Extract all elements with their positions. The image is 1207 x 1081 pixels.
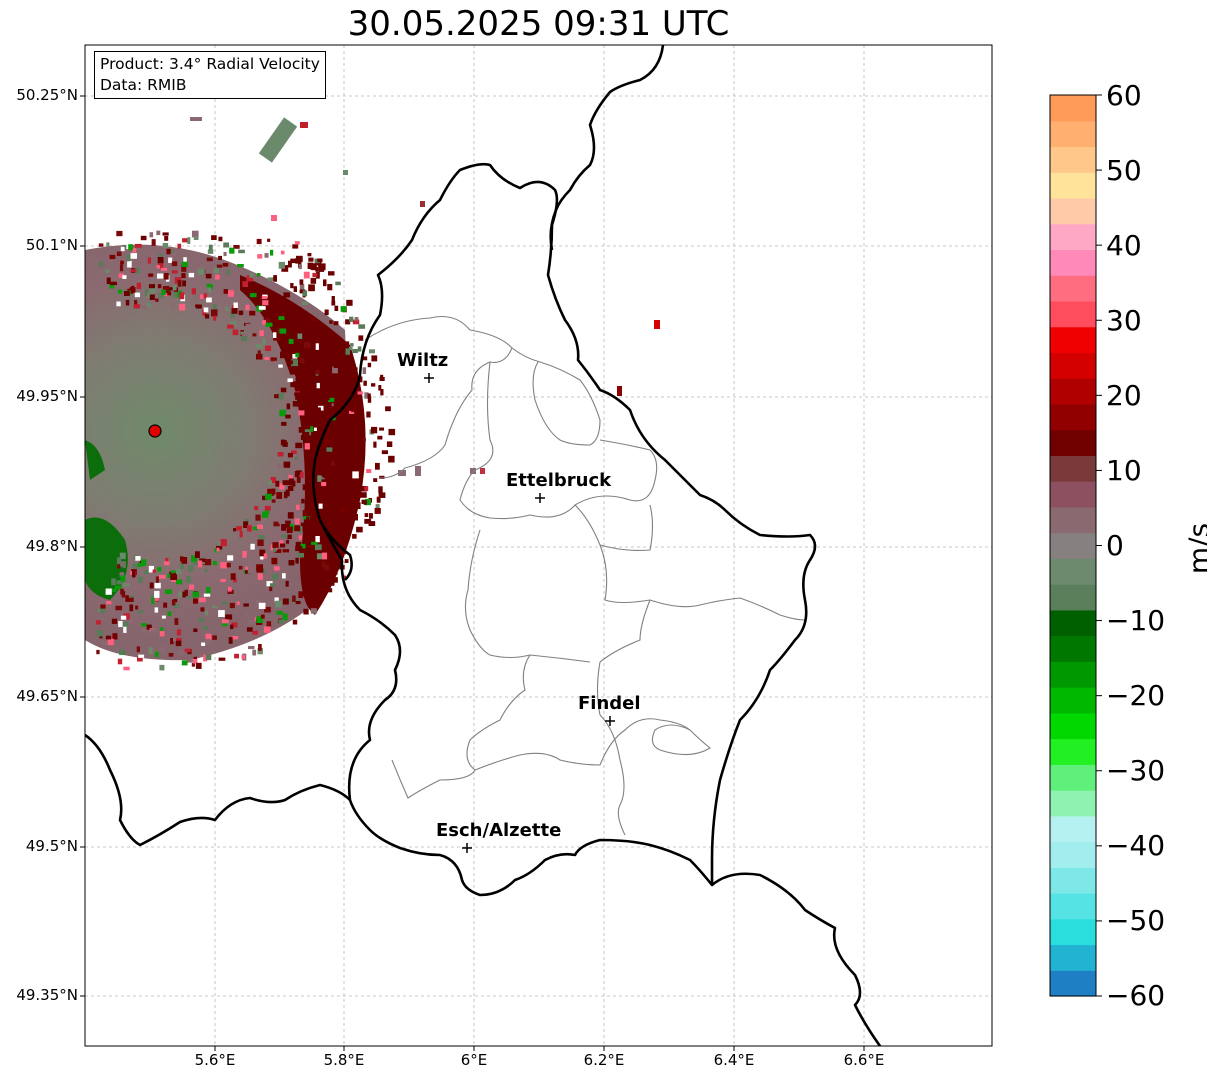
lat-tick-marks — [80, 95, 85, 997]
colorbar-segment — [1050, 172, 1096, 199]
colorbar-segment — [1050, 95, 1096, 122]
colorbar-segment — [1050, 197, 1096, 225]
lon-tick-label: 6.2°E — [583, 1051, 625, 1069]
lat-tick-label: 49.95°N — [16, 387, 78, 405]
colorbar-tick-label: −50 — [1106, 904, 1166, 937]
chart-title: 30.05.2025 09:31 UTC — [347, 4, 730, 44]
colorbar-segment — [1050, 506, 1096, 534]
colorbar-tick-marks — [1096, 94, 1102, 997]
colorbar-segment — [1050, 893, 1096, 920]
city-label-findel: Findel — [578, 693, 641, 714]
colorbar-tick-label: 20 — [1106, 379, 1142, 412]
country-borders — [85, 45, 882, 1046]
lon-tick-marks — [214, 1046, 865, 1051]
map-frame — [84, 44, 993, 1047]
echo-speckles — [95, 230, 396, 671]
lat-tick-label: 50.1°N — [25, 236, 78, 254]
lon-tick-label: 6°E — [460, 1051, 488, 1069]
colorbar-segment — [1050, 790, 1096, 817]
colorbar-segment — [1050, 120, 1096, 148]
lon-tick-label: 5.8°E — [323, 1051, 365, 1069]
colorbar-segment — [1050, 532, 1096, 559]
lon-tick-label: 6.6°E — [843, 1051, 885, 1069]
lat-tick-label: 49.35°N — [16, 986, 78, 1004]
colorbar-tick-label: 40 — [1106, 229, 1142, 262]
lon-tick-label: 5.6°E — [194, 1051, 236, 1069]
colorbar-segment — [1050, 918, 1096, 946]
colorbar-segment — [1050, 867, 1096, 894]
colorbar-segment — [1050, 403, 1096, 431]
colorbar-segment — [1050, 326, 1096, 354]
outbound-velocity-band — [240, 275, 366, 615]
colorbar-tick-label: −40 — [1106, 829, 1166, 862]
colorbar-tick-label: −60 — [1106, 979, 1166, 1012]
colorbar-segment — [1050, 944, 1096, 971]
colorbar-segment — [1050, 738, 1096, 765]
colorbar-segment — [1050, 378, 1096, 405]
colorbar-segment — [1050, 584, 1096, 611]
colorbar-unit-label: m/s — [1182, 522, 1207, 575]
city-label-ettelbruck: Ettelbruck — [506, 470, 612, 491]
colorbar-segment — [1050, 841, 1096, 868]
city-label-esch-alzette: Esch/Alzette — [436, 820, 562, 841]
colorbar-segment — [1050, 712, 1096, 740]
data-source-label: Data: RMIB — [100, 76, 187, 94]
lat-tick-label: 50.25°N — [16, 86, 78, 104]
colorbar-segment — [1050, 481, 1096, 508]
colorbar-segment — [1050, 970, 1096, 997]
radar-site-marker — [148, 424, 162, 438]
colorbar-segment — [1050, 558, 1096, 585]
colorbar-segment — [1050, 635, 1096, 662]
colorbar-segment — [1050, 223, 1096, 251]
lat-tick-label: 49.5°N — [25, 837, 78, 855]
lat-tick-label: 49.65°N — [16, 687, 78, 705]
city-markers — [424, 373, 615, 853]
colorbar-tick-label: 10 — [1106, 454, 1142, 487]
lat-tick-label: 49.8°N — [25, 537, 78, 555]
colorbar-segment — [1050, 687, 1096, 714]
colorbar-tick-label: 60 — [1106, 79, 1142, 112]
belgium-france-border — [85, 733, 351, 847]
lon-tick-label: 6.4°E — [713, 1051, 755, 1069]
city-label-wiltz: Wiltz — [397, 350, 449, 371]
colorbar-segment — [1050, 275, 1096, 302]
colorbar-segment — [1050, 764, 1096, 791]
colorbar-segment — [1050, 661, 1096, 688]
colorbar-segment — [1050, 249, 1096, 276]
colorbar-segment — [1050, 609, 1096, 637]
belgium-lux-border — [318, 519, 353, 581]
colorbar-segment — [1050, 429, 1096, 456]
radar-echoes — [85, 117, 660, 671]
colorbar-segment — [1050, 146, 1096, 173]
inbound-velocity-patch — [85, 517, 128, 600]
colorbar-segment — [1050, 300, 1096, 328]
product-info-box: Product: 3.4° Radial Velocity Data: RMIB — [94, 51, 326, 99]
colorbar — [1050, 95, 1096, 997]
colorbar-segment — [1050, 455, 1096, 482]
colorbar-tick-label: −30 — [1106, 754, 1166, 787]
german-border — [549, 45, 665, 251]
colorbar-tick-label: −20 — [1106, 679, 1166, 712]
isolated-echoes — [190, 117, 660, 476]
colorbar-tick-label: 30 — [1106, 304, 1142, 337]
german-border — [711, 872, 882, 1046]
colorbar-segment — [1050, 815, 1096, 843]
product-label: Product: 3.4° Radial Velocity — [100, 55, 320, 73]
luxembourg-border — [312, 162, 817, 897]
canton-borders — [364, 315, 806, 836]
colorbar-tick-label: 0 — [1106, 529, 1124, 562]
colorbar-tick-label: 50 — [1106, 154, 1142, 187]
colorbar-segment — [1050, 352, 1096, 379]
inbound-velocity-patch — [85, 440, 105, 480]
colorbar-tick-label: −10 — [1106, 604, 1166, 637]
